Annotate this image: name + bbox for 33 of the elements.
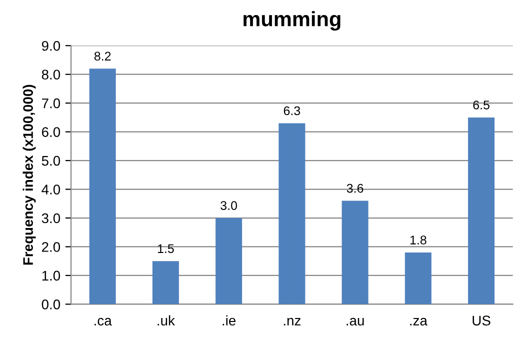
bar <box>404 252 432 304</box>
data-label: 3.0 <box>220 201 238 210</box>
data-label: 3.6 <box>346 184 364 193</box>
bar <box>89 68 116 304</box>
data-label: 6.3 <box>284 106 300 116</box>
y-tick-label: 5.0 <box>42 156 60 166</box>
y-tick-label: 3.0 <box>42 213 60 224</box>
y-tick-label: 4.0 <box>42 184 60 194</box>
x-tick-label: .nz <box>284 318 300 326</box>
x-tick-label: .ca <box>94 318 112 326</box>
y-tick-label: 7.0 <box>42 98 60 108</box>
chart-title: mumming <box>244 11 340 31</box>
y-tick-label: 9.0 <box>42 40 60 51</box>
data-label: 1.5 <box>158 244 174 254</box>
bar <box>468 117 495 304</box>
bar <box>278 123 306 304</box>
y-tick-label: 0.0 <box>42 300 60 310</box>
x-tick-label: .za <box>410 318 428 326</box>
y-tick-label: 6.0 <box>42 127 60 137</box>
x-tick-label: .uk <box>158 315 175 326</box>
y-axis-title: Frequency index (x100,000) <box>22 84 36 265</box>
x-tick-label: .au <box>346 318 364 326</box>
x-tick-label: .ie <box>222 315 236 326</box>
bar <box>342 200 368 304</box>
y-tick-label: 2.0 <box>42 242 60 252</box>
bar <box>152 261 179 304</box>
data-label: 6.5 <box>473 100 490 110</box>
data-label: 1.8 <box>410 236 426 244</box>
bar <box>216 218 242 304</box>
x-tick-label: US <box>472 316 490 326</box>
y-tick-label: 1.0 <box>42 270 60 281</box>
y-tick-label: 8.0 <box>42 70 60 80</box>
data-label: 8.2 <box>94 52 111 61</box>
